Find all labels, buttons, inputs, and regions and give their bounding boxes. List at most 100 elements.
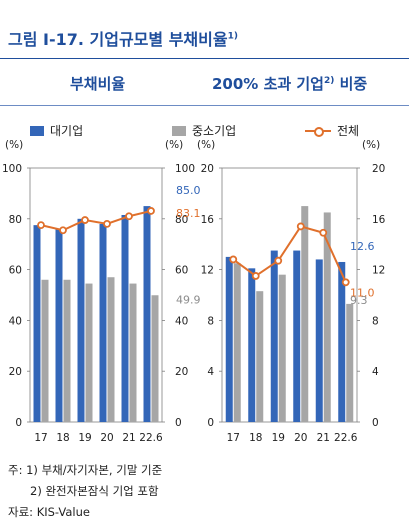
p1-x-tick-18: 18 bbox=[56, 432, 69, 444]
p1-bar-large-22.6 bbox=[143, 206, 151, 422]
legend-total: 전체 bbox=[305, 122, 359, 139]
p1-bar-sme-17 bbox=[41, 279, 49, 422]
p1-bar-large-18 bbox=[55, 228, 63, 422]
p1-point-total-21 bbox=[125, 212, 133, 221]
figure-title-footnote: 1) bbox=[227, 31, 238, 42]
p1-x-tick-22.6: 22.6 bbox=[139, 432, 163, 444]
p2-point-total-17 bbox=[229, 255, 238, 264]
p2-bar-large-18 bbox=[248, 268, 256, 422]
p2-y-tick-left-12: 12 bbox=[201, 265, 214, 277]
p1-label-large-last: 85.0 bbox=[176, 184, 201, 197]
source-note: 자료: KIS-Value bbox=[8, 505, 90, 519]
p1-y-tick-left-100: 100 bbox=[2, 163, 22, 175]
p2-y-tick-left-0: 0 bbox=[207, 417, 214, 429]
p2-point-total-20 bbox=[296, 222, 305, 231]
p2-y-tick-right-20: 20 bbox=[372, 163, 385, 175]
p2-bar-sme-18 bbox=[256, 291, 264, 422]
p2-bar-large-19 bbox=[270, 250, 278, 422]
p2-x-tick-21: 21 bbox=[317, 432, 330, 444]
p1-bar-large-19 bbox=[77, 218, 85, 422]
p2-y-tick-right-0: 0 bbox=[372, 417, 379, 429]
p1-y-tick-right-80: 80 bbox=[175, 214, 188, 226]
p2-point-total-18 bbox=[251, 272, 260, 280]
p1-bar-sme-22.6 bbox=[151, 295, 159, 422]
p2-x-tick-18: 18 bbox=[249, 432, 262, 444]
p2-y-tick-left-4: 4 bbox=[207, 366, 214, 378]
legend-large-label: 대기업 bbox=[50, 124, 84, 138]
p2-bar-sme-20 bbox=[301, 206, 309, 422]
p1-x-tick-20: 20 bbox=[100, 432, 113, 444]
p2-line-total bbox=[232, 225, 347, 283]
p2-y-tick-left-20: 20 bbox=[201, 163, 214, 175]
p1-bar-large-21 bbox=[121, 214, 129, 422]
p1-point-total-19 bbox=[81, 216, 89, 224]
legend-total-swatch bbox=[305, 125, 331, 137]
p2-y-tick-right-8: 8 bbox=[372, 315, 379, 327]
p1-x-tick-21: 21 bbox=[122, 432, 135, 444]
p1-y-tick-left-40: 40 bbox=[9, 315, 22, 327]
p2-y-tick-left-8: 8 bbox=[207, 315, 214, 327]
p1-point-total-22.6 bbox=[147, 207, 155, 215]
p1-bar-sme-21 bbox=[129, 283, 137, 422]
p2-x-tick-22.6: 22.6 bbox=[334, 432, 358, 444]
legend-sme-label: 중소기업 bbox=[192, 124, 237, 138]
p1-plot-frame bbox=[29, 167, 163, 423]
p1-label-sme-last: 49.9 bbox=[176, 293, 201, 306]
p2-point-total-21 bbox=[319, 228, 328, 237]
p1-y-unit-right: (%) bbox=[165, 139, 183, 151]
p1-bar-sme-20 bbox=[107, 277, 115, 422]
p2-bar-sme-21 bbox=[323, 212, 331, 422]
p2-label-large-last: 12.6 bbox=[350, 240, 375, 253]
p2-point-total-22.6 bbox=[341, 278, 350, 287]
p2-bar-large-21 bbox=[315, 259, 323, 422]
p1-y-tick-right-0: 0 bbox=[175, 417, 182, 429]
p1-y-tick-left-0: 0 bbox=[15, 417, 22, 429]
p2-bar-large-20 bbox=[293, 250, 301, 422]
p1-x-tick-17: 17 bbox=[34, 432, 47, 444]
p1-y-tick-right-40: 40 bbox=[175, 315, 188, 327]
p1-y-tick-left-60: 60 bbox=[9, 265, 22, 277]
p2-plot-frame bbox=[221, 167, 358, 423]
p1-bar-large-17 bbox=[33, 225, 41, 422]
notes: 주: 1) 부채/자기자본, 기말 기준 2) 완전자본잠식 기업 포함 자료:… bbox=[8, 460, 162, 523]
p2-y-unit-left: (%) bbox=[197, 139, 215, 151]
right-panel-title: 200% 초과 기업2) 비중 bbox=[212, 75, 368, 93]
p2-label-sme-last: 9.3 bbox=[350, 294, 368, 307]
p2-y-unit-right: (%) bbox=[362, 139, 380, 151]
legend-large-swatch bbox=[30, 125, 44, 136]
p1-y-tick-left-20: 20 bbox=[9, 366, 22, 378]
legend-sme-swatch bbox=[172, 125, 186, 136]
subtitle-rule bbox=[0, 105, 409, 106]
p1-x-tick-19: 19 bbox=[78, 432, 91, 444]
p1-y-tick-right-100: 100 bbox=[175, 163, 195, 175]
p2-bar-large-17 bbox=[225, 256, 233, 422]
p2-y-tick-right-16: 16 bbox=[372, 214, 386, 226]
p1-line-total bbox=[40, 209, 152, 232]
p1-y-unit-left: (%) bbox=[5, 139, 23, 151]
p1-label-total-last: 83.1 bbox=[176, 207, 201, 220]
p1-y-tick-left-80: 80 bbox=[9, 214, 22, 226]
p1-point-total-20 bbox=[103, 219, 111, 228]
p2-bar-sme-17 bbox=[233, 263, 241, 422]
p2-x-tick-19: 19 bbox=[272, 432, 285, 444]
note-2: 2) 완전자본잠식 기업 포함 bbox=[30, 484, 159, 498]
p2-y-tick-right-4: 4 bbox=[372, 366, 379, 378]
p2-bar-large-22.6 bbox=[338, 261, 346, 422]
p2-y-tick-left-16: 16 bbox=[201, 214, 215, 226]
p2-x-tick-20: 20 bbox=[294, 432, 307, 444]
p1-bar-large-20 bbox=[99, 223, 107, 422]
p2-point-total-19 bbox=[274, 256, 283, 265]
p1-y-tick-right-20: 20 bbox=[175, 366, 188, 378]
title-rule bbox=[0, 58, 409, 59]
legend-sme: 중소기업 bbox=[172, 122, 236, 139]
p2-y-tick-right-12: 12 bbox=[372, 265, 385, 277]
p2-x-tick-17: 17 bbox=[227, 432, 240, 444]
p2-label-total-last: 11.0 bbox=[350, 286, 375, 299]
p1-point-total-18 bbox=[59, 226, 67, 235]
p1-bar-sme-19 bbox=[85, 283, 93, 422]
p2-bar-sme-22.6 bbox=[346, 303, 354, 422]
legend-total-label: 전체 bbox=[337, 124, 360, 138]
p1-bar-sme-18 bbox=[63, 279, 71, 422]
left-panel-title: 부채비율 bbox=[70, 75, 126, 93]
